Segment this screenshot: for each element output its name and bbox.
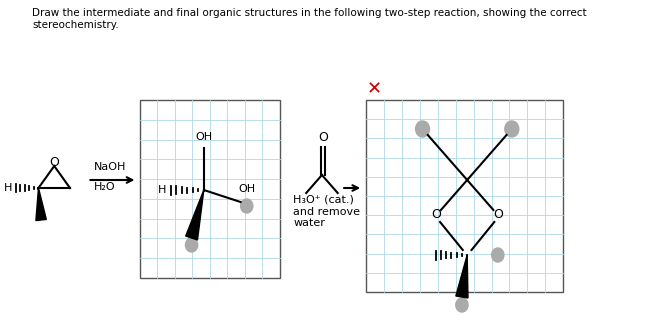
- Text: O: O: [432, 209, 441, 222]
- Bar: [365, 100, 563, 292]
- Text: H₃O⁺ (cat.): H₃O⁺ (cat.): [293, 195, 354, 205]
- Text: O: O: [318, 131, 328, 144]
- Bar: [140, 100, 280, 278]
- Polygon shape: [456, 255, 468, 298]
- Text: H₂O: H₂O: [93, 182, 115, 192]
- Text: water: water: [293, 218, 325, 228]
- Circle shape: [492, 248, 504, 262]
- Circle shape: [415, 121, 430, 137]
- Text: NaOH: NaOH: [93, 162, 126, 172]
- Text: Draw the intermediate and final organic structures in the following two-step rea: Draw the intermediate and final organic …: [32, 8, 587, 18]
- Circle shape: [240, 199, 253, 213]
- Polygon shape: [186, 190, 204, 240]
- Circle shape: [505, 121, 519, 137]
- Text: ✕: ✕: [367, 80, 382, 98]
- Circle shape: [185, 238, 198, 252]
- Text: O: O: [493, 209, 503, 222]
- Text: H: H: [158, 185, 167, 195]
- Text: stereochemistry.: stereochemistry.: [32, 20, 119, 30]
- Text: and remove: and remove: [293, 207, 360, 217]
- Text: OH: OH: [239, 184, 256, 194]
- Text: H: H: [4, 183, 12, 193]
- Text: O: O: [49, 156, 59, 169]
- Text: OH: OH: [195, 132, 213, 142]
- Polygon shape: [36, 188, 47, 221]
- Circle shape: [456, 298, 468, 312]
